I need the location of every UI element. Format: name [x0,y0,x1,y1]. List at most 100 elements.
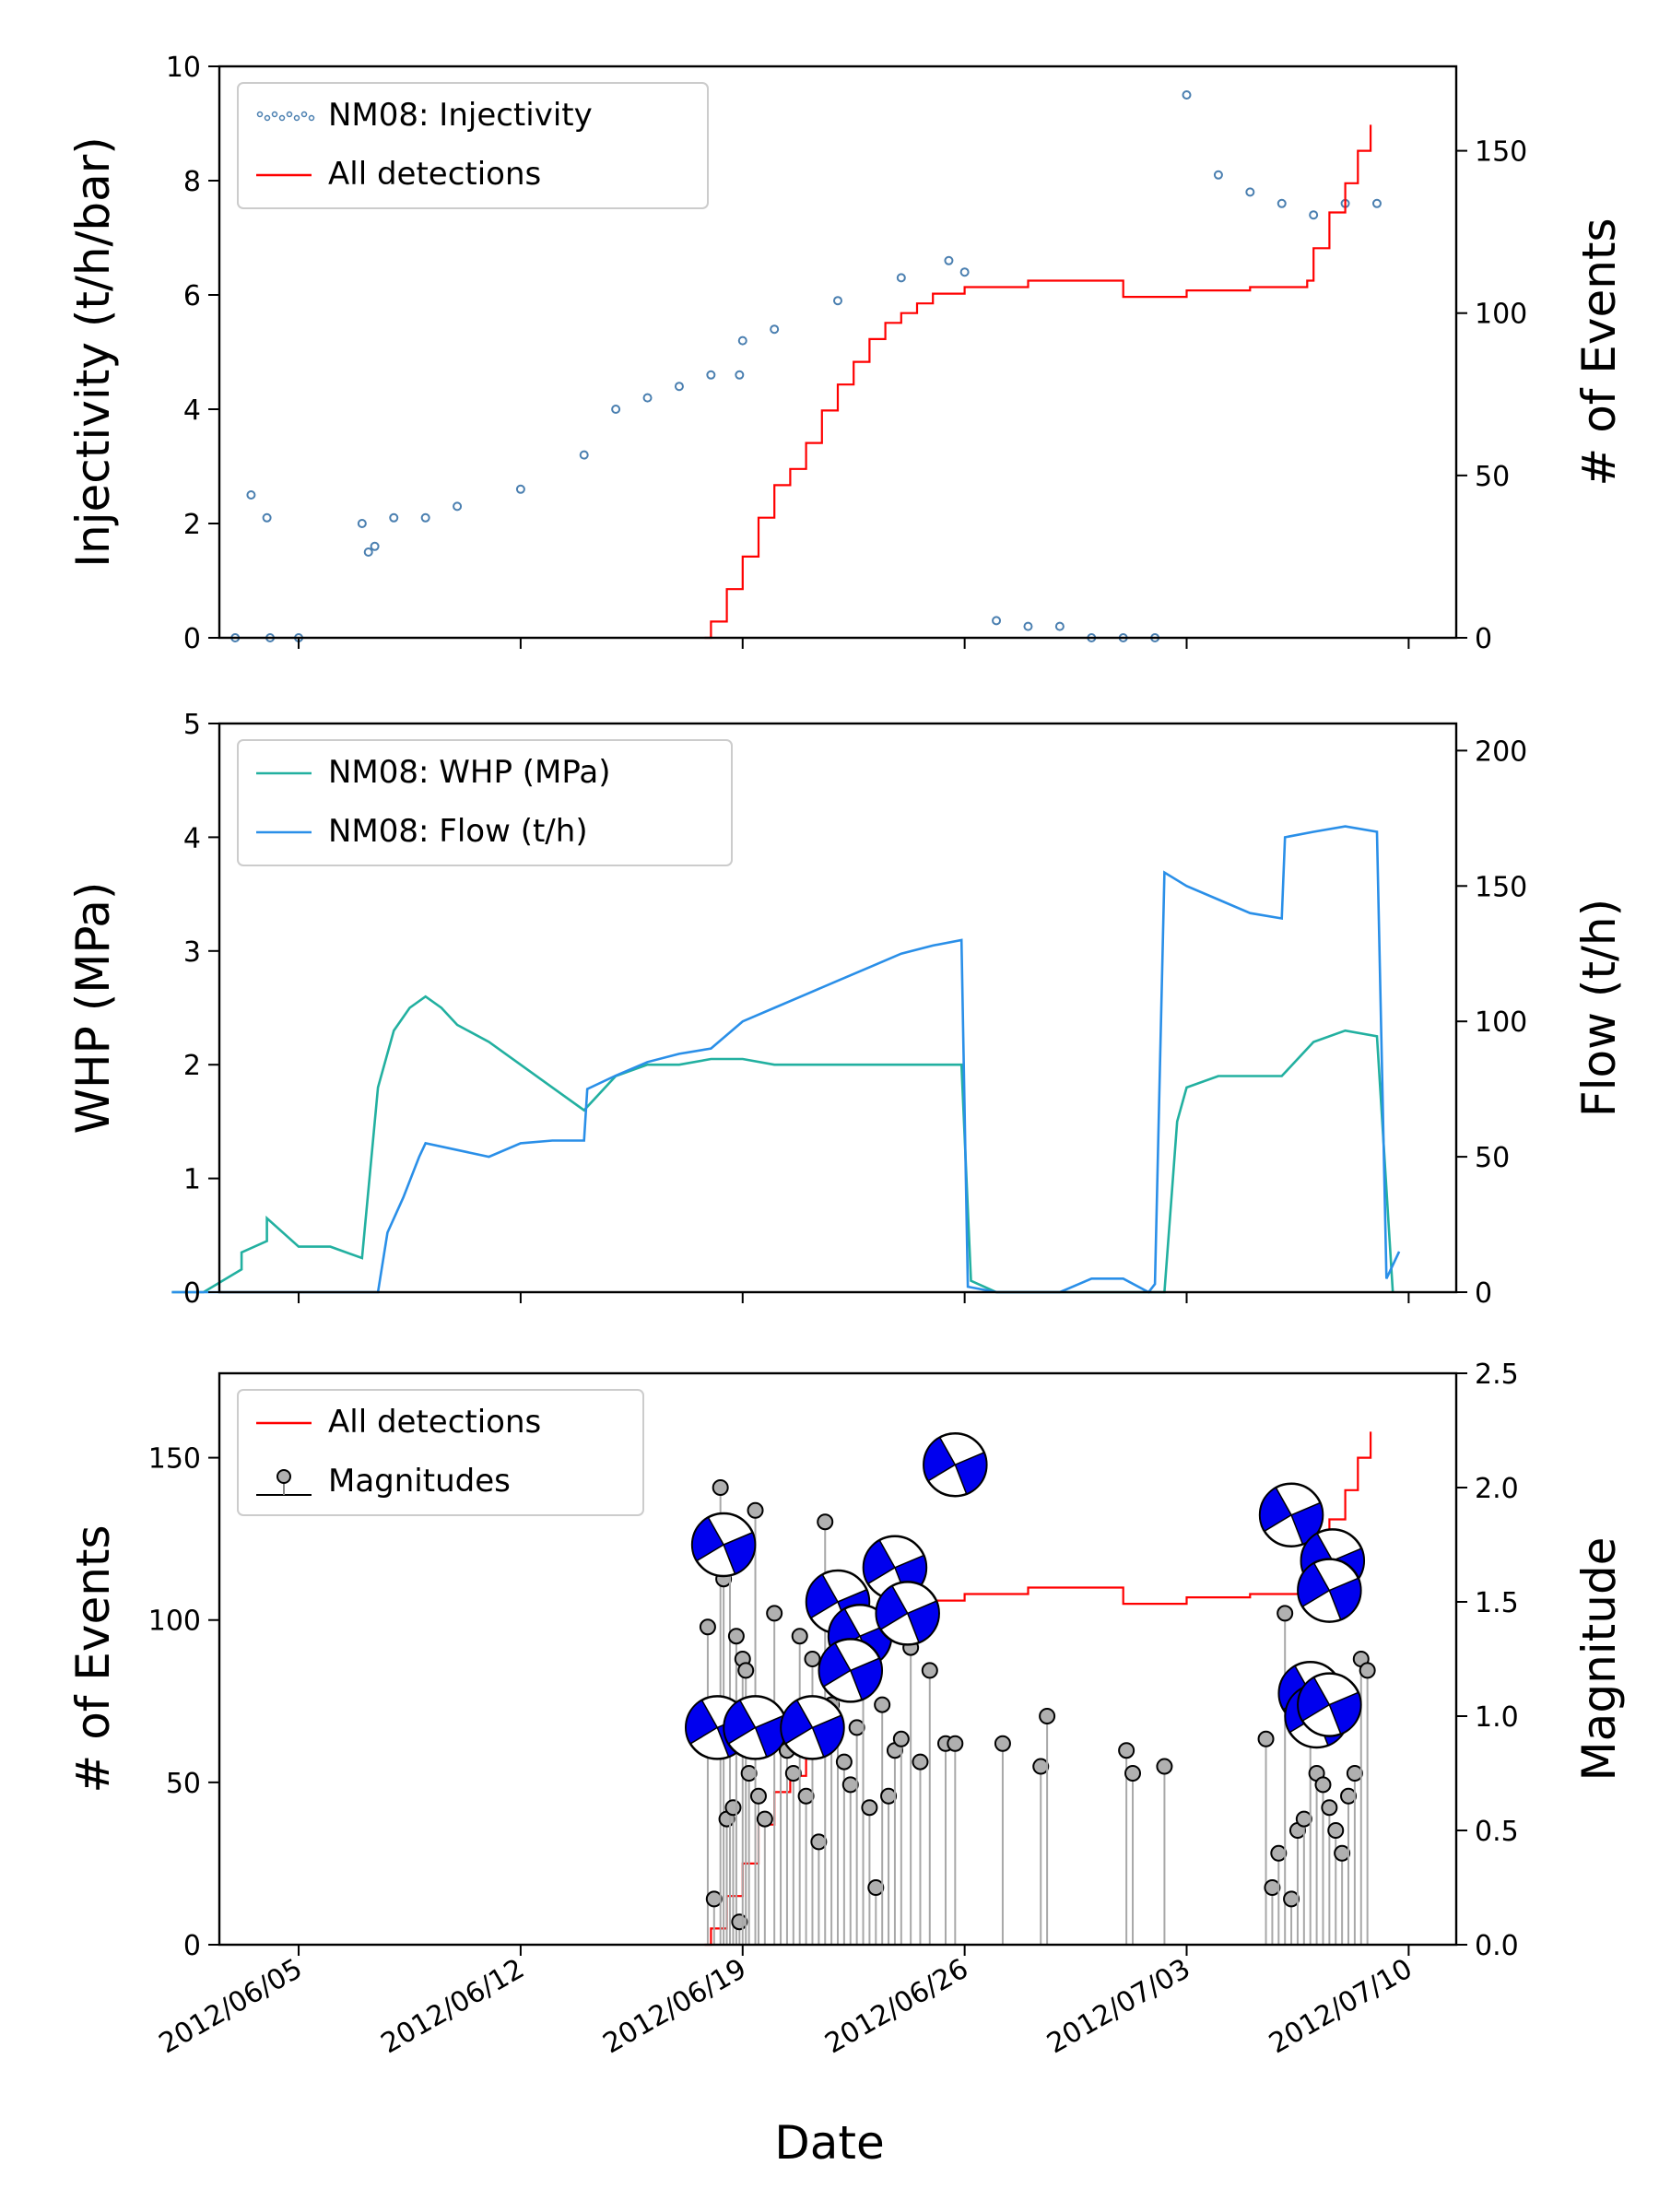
axes-frame [218,65,1458,640]
legend: NM08: WHP (MPa) NM08: Flow (t/h) [237,739,733,866]
magnitude-point [947,1735,964,1752]
magnitude-point [756,1810,773,1828]
y-tick-label-right: 150 [1475,136,1527,169]
legend: NM08: Injectivity All detections [237,82,709,209]
y-axis-title-right: # of Events [1572,218,1626,486]
plot-area [684,1431,1376,1947]
magnitude-point [841,1776,859,1794]
legend-box [237,1389,644,1516]
legend: All detections Magnitudes [237,1389,644,1516]
magnitude-point [817,1513,834,1531]
magnitude-point [1264,1879,1281,1896]
magnitude-point [797,1787,815,1805]
data-point [642,393,653,403]
beachball-quadrant [685,1699,719,1745]
beachball-quadrant [691,1516,725,1562]
beachball-quadrant [906,1600,940,1644]
focal-mechanism-beachball [1258,1482,1324,1548]
legend-swatch-dot [278,114,286,122]
y-axis-title-left: WHP (MPa) [66,882,120,1135]
magnitude-point [1257,1730,1275,1747]
magnitude-point [747,1501,764,1519]
magnitude-point [1346,1765,1363,1782]
data-point [363,547,373,557]
magnitude-point [1359,1662,1376,1679]
data-point [420,512,430,523]
magnitude-point [784,1765,802,1782]
magnitude-point [921,1662,938,1679]
step-line [704,124,1372,640]
y-tick-label-right: 0 [1475,1277,1492,1310]
legend-swatch-dot [271,111,278,118]
data-point [674,382,684,392]
magnitude-point [1039,1708,1056,1724]
y-tick-label-left: 2 [183,509,201,541]
beachball-quadrant [1328,1691,1362,1735]
y-tick-label-right: 1.0 [1475,1701,1519,1734]
axes-frame [218,722,1458,1294]
y-axis-title-right: Flow (t/h) [1572,899,1626,1117]
legend-label: NM08: WHP (MPa) [328,754,610,791]
beachball-quadrant [863,1539,896,1585]
magnitude-point [1156,1758,1173,1775]
magnitude-point [880,1787,898,1805]
magnitude-point [1283,1890,1300,1908]
magnitude-point [892,1730,910,1747]
data-point [262,512,272,523]
magnitude-point [994,1735,1011,1752]
data-point [611,405,621,414]
magnitude-point [1340,1787,1358,1805]
focal-mechanism-beachball [690,1512,757,1578]
y-tick-label-left: 3 [183,936,201,969]
magnitude-point [740,1765,758,1782]
magnitude-point [712,1479,729,1496]
magnitude-point [848,1719,865,1736]
x-tick-label: 2012/06/19 [598,1953,752,2061]
series-all-detections [704,124,1372,640]
x-tick-label: 2012/07/03 [1041,1953,1195,2061]
legend-label: All detections [328,156,541,193]
y-tick-label-left: 10 [166,52,201,84]
magnitude-point [1124,1765,1142,1782]
magnitude-point [791,1628,808,1645]
legend-label: NM08: Injectivity [328,97,593,134]
data-point [833,296,842,306]
y-tick-label-left: 8 [183,166,201,198]
y-axis-title-right: Magnitude [1572,1537,1626,1782]
magnitude-point [1118,1742,1135,1759]
data-point [770,324,780,335]
y-tick-label-right: 100 [1475,1006,1527,1039]
y-tick-label-left: 0 [183,1930,201,1962]
y-tick-label-right: 0.0 [1475,1930,1519,1962]
data-point [246,490,256,500]
beachball-quadrant [780,1699,814,1745]
beachball-quadrant [1297,1676,1331,1723]
magnitude-point [724,1799,742,1817]
y-tick-label-right: 2.5 [1475,1359,1519,1391]
magnitude-point [1032,1758,1050,1775]
magnitude-point [1314,1776,1332,1794]
magnitude-point [810,1833,828,1851]
beachball-quadrant [811,1714,845,1759]
beachball-quadrant [923,1436,957,1482]
magnitude-point [1270,1844,1288,1862]
magnitude-point [1327,1822,1345,1839]
y-tick-label-right: 2.0 [1475,1473,1519,1505]
y-tick-label-left: 4 [183,394,201,427]
y-axis-title-left: Injectivity (t/h/bar) [66,136,120,568]
y-tick-label-right: 200 [1475,735,1527,768]
data-point [1023,621,1033,631]
beachball-quadrant [818,1641,852,1688]
x-axis-title: Date [774,2116,885,2170]
y-tick-label-right: 0.5 [1475,1816,1519,1848]
focal-mechanism-beachball [1297,1672,1362,1737]
legend-box [237,739,733,866]
focal-mechanism-beachball [723,1695,788,1760]
y-tick-label-right: 0 [1475,623,1492,655]
magnitude-point [749,1787,767,1805]
data-point [992,616,1002,626]
y-tick-label-left: 150 [148,1443,201,1476]
y-tick-label-left: 6 [183,280,201,312]
